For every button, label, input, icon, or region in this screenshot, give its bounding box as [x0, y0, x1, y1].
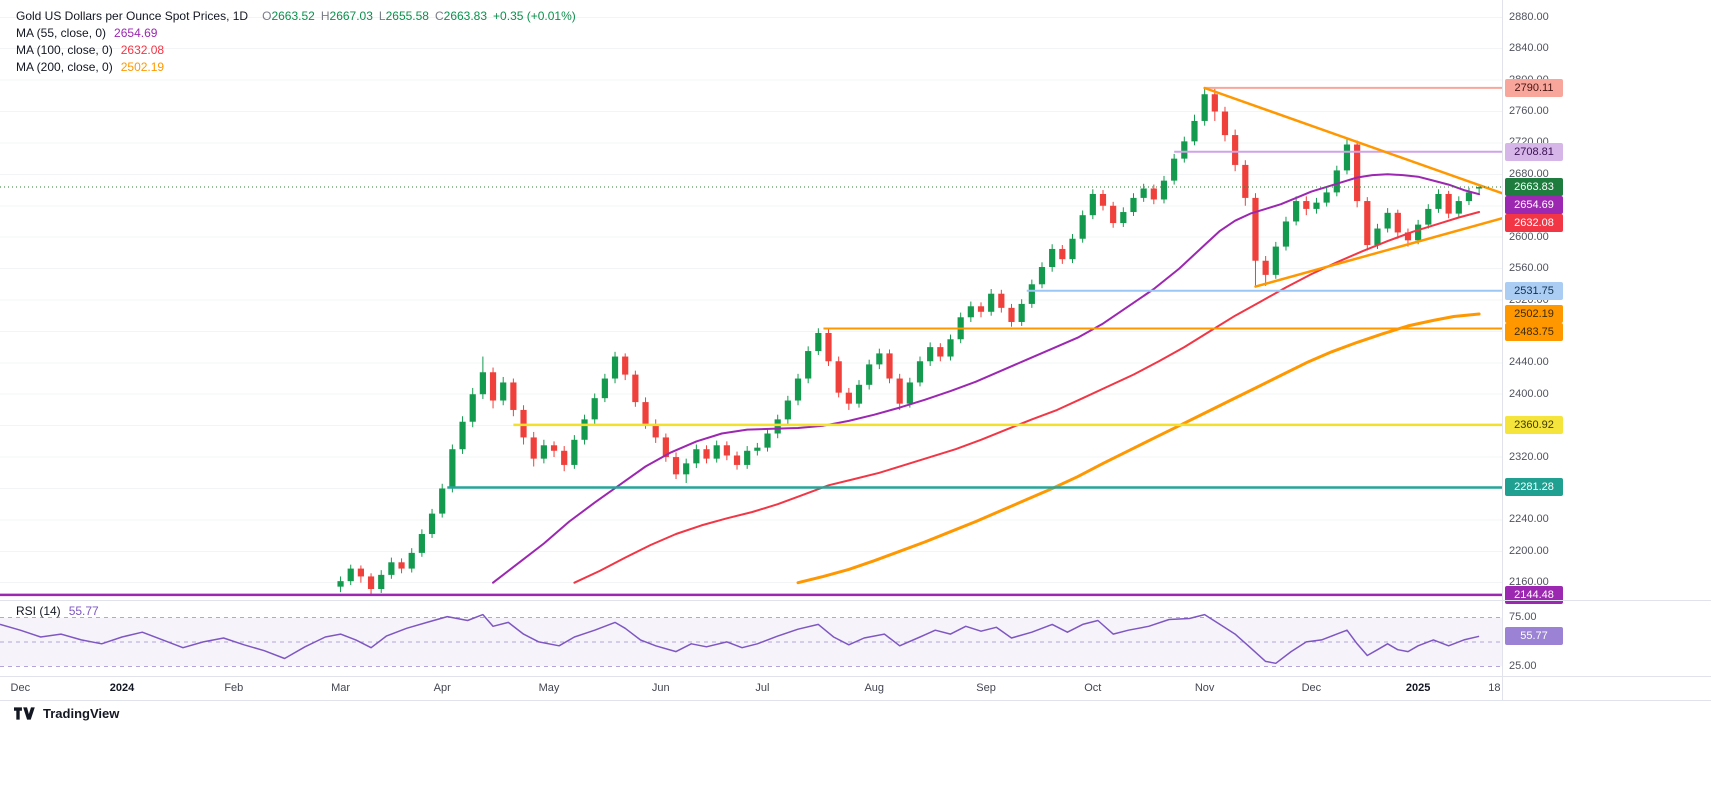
price-axis-badge: 2502.19 — [1505, 304, 1563, 323]
symbol-title: Gold US Dollars per Ounce Spot Prices, 1… — [16, 9, 249, 23]
time-tick-label: 2025 — [1405, 682, 1431, 694]
rsi-tick-label: 75.00 — [1509, 611, 1537, 624]
ma100-value: 2632.08 — [120, 43, 165, 57]
time-tick-label: 18 — [1488, 682, 1501, 694]
tradingview-wordmark: TradingView — [43, 706, 120, 721]
time-tick-label: Sep — [976, 682, 996, 694]
rsi-value: 55.77 — [68, 604, 99, 618]
time-tick-label: Jun — [651, 682, 670, 694]
rsi-axis-badge: 55.77 — [1505, 627, 1563, 646]
ohlc-high-value: 2667.03 — [329, 9, 373, 23]
ma55-legend-row[interactable]: MA (55, close, 0) 2654.69 — [16, 25, 576, 42]
price-tick-label: 2680.00 — [1509, 167, 1549, 180]
price-tick-label: 2160.00 — [1509, 576, 1549, 589]
chart-bottom-border — [0, 700, 1711, 701]
rsi-pane[interactable]: RSI (14) 55.77 — [0, 600, 1502, 676]
price-axis-badge: 2632.08 — [1505, 214, 1563, 233]
price-axis-badge: 2654.69 — [1505, 196, 1563, 215]
pane-divider[interactable] — [0, 600, 1711, 601]
time-tick-label: May — [538, 682, 560, 694]
price-chart-canvas — [0, 16, 1502, 597]
rsi-chart-canvas — [0, 613, 1502, 667]
price-axis-badge: 2790.11 — [1505, 78, 1563, 97]
time-tick-label: Oct — [1084, 682, 1102, 694]
ohlc-open-value: 2663.52 — [271, 9, 315, 23]
price-axis-badge: 2483.75 — [1505, 322, 1563, 341]
time-tick-label: Nov — [1194, 682, 1215, 694]
time-tick-label: Jul — [755, 682, 770, 694]
price-axis-badge: 2708.81 — [1505, 142, 1563, 161]
price-chart-area[interactable]: Gold US Dollars per Ounce Spot Prices, 1… — [0, 0, 1502, 600]
price-axis-badge: 2360.92 — [1505, 415, 1563, 434]
time-tick-label: Feb — [224, 682, 244, 694]
tradingview-logo[interactable]: TradingView — [14, 706, 119, 721]
ma200-legend-row[interactable]: MA (200, close, 0) 2502.19 — [16, 59, 576, 76]
price-tick-label: 2440.00 — [1509, 356, 1549, 369]
ma200-label: MA (200, close, 0) — [16, 60, 113, 74]
price-tick-label: 2560.00 — [1509, 262, 1549, 275]
ma55-label: MA (55, close, 0) — [16, 26, 107, 40]
price-axis-badge: 2531.75 — [1505, 281, 1563, 300]
rsi-label: RSI (14) — [16, 604, 61, 618]
price-tick-label: 2400.00 — [1509, 387, 1549, 400]
rsi-legend-row[interactable]: RSI (14) 55.77 — [16, 603, 99, 620]
ohlc-low-value: 2655.58 — [385, 9, 429, 23]
time-tick-label: Apr — [433, 682, 451, 694]
time-tick-label: Dec — [1301, 682, 1322, 694]
time-tick-label: Mar — [331, 682, 351, 694]
rsi-tick-label: 25.00 — [1509, 659, 1537, 672]
ohlc-high-key: H — [320, 9, 330, 23]
price-axis-divider — [1502, 0, 1503, 700]
time-tick-label: Aug — [864, 682, 885, 694]
price-tick-label: 2320.00 — [1509, 450, 1549, 463]
ma55-value: 2654.69 — [114, 26, 158, 40]
ma200-value: 2502.19 — [120, 60, 165, 74]
price-axis-badge: 2281.28 — [1505, 478, 1563, 497]
ma100-legend-row[interactable]: MA (100, close, 0) 2632.08 — [16, 42, 576, 59]
tradingview-mark-icon — [14, 707, 35, 720]
ohlc-low-key: L — [378, 9, 386, 23]
chart-legend: Gold US Dollars per Ounce Spot Prices, 1… — [16, 8, 576, 76]
price-axis-badge: 2663.83 — [1505, 178, 1563, 197]
ohlc-close-key: C — [434, 9, 444, 23]
ma100-label: MA (100, close, 0) — [16, 43, 113, 57]
price-tick-label: 2840.00 — [1509, 42, 1549, 55]
time-axis[interactable]: Dec 2024 Feb Mar Apr May Jun Jul Aug Sep Oct Nov Dec… — [0, 676, 1502, 700]
ohlc-open-key: O — [262, 9, 272, 23]
symbol-legend-row[interactable]: Gold US Dollars per Ounce Spot Prices, 1… — [16, 8, 576, 25]
price-axis[interactable]: 2880.002840.002800.002760.002720.002680.… — [1502, 0, 1711, 798]
time-tick-label: Dec — [10, 682, 31, 694]
price-tick-label: 2200.00 — [1509, 544, 1549, 557]
price-axis-badge: 2144.48 — [1505, 585, 1563, 604]
ohlc-close-value: 2663.83 — [443, 9, 488, 23]
price-tick-label: 2600.00 — [1509, 230, 1549, 243]
price-tick-label: 2760.00 — [1509, 105, 1549, 118]
price-tick-label: 2880.00 — [1509, 10, 1549, 23]
time-tick-label: 2024 — [109, 682, 135, 694]
change-value: +0.35 (+0.01%) — [493, 9, 576, 23]
price-tick-label: 2240.00 — [1509, 513, 1549, 526]
time-axis-divider — [0, 676, 1711, 677]
